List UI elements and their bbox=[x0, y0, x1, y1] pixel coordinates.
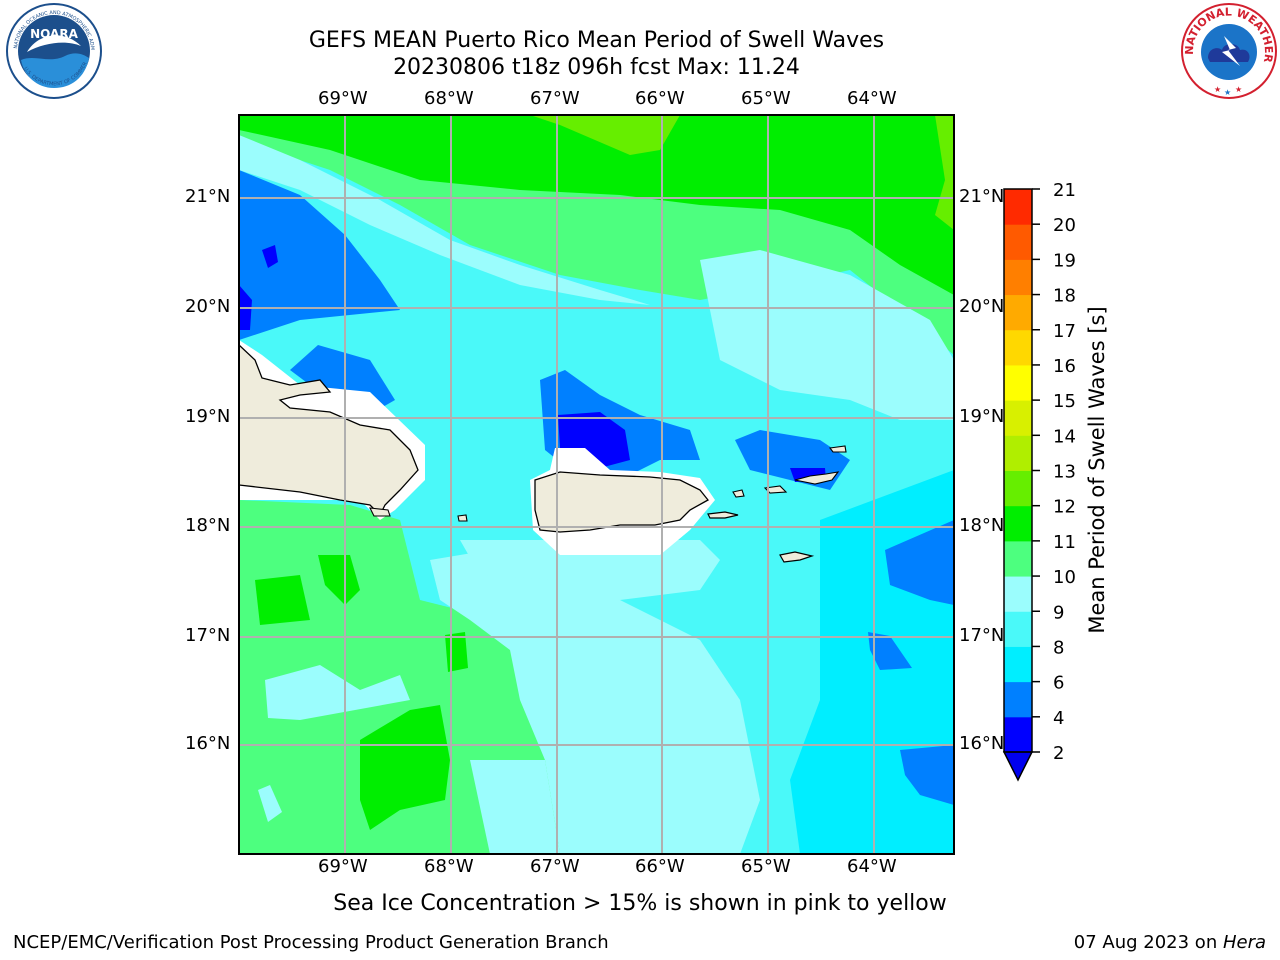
colorbar-bin-4 bbox=[1004, 681, 1032, 718]
colorbar-tick-label-21: 21 bbox=[1053, 180, 1076, 201]
footer-date-text: 07 Aug 2023 on bbox=[1073, 932, 1223, 953]
footer-machine: Hera bbox=[1222, 932, 1266, 953]
lon-label-bottom-64: 64°W bbox=[847, 856, 897, 877]
colorbar-tick-label-18: 18 bbox=[1053, 286, 1076, 307]
lon-label-bottom-69: 69°W bbox=[318, 856, 368, 877]
lat-label-right-19: 19°N bbox=[959, 406, 1005, 427]
sea-ice-note: Sea Ice Concentration > 15% is shown in … bbox=[333, 891, 947, 916]
colorbar-tick-label-8: 8 bbox=[1053, 637, 1064, 658]
lat-label-left-16: 16°N bbox=[185, 733, 231, 754]
colorbar-tick-label-14: 14 bbox=[1053, 426, 1076, 447]
colorbar-tick-label-11: 11 bbox=[1053, 532, 1076, 553]
colorbar-tick-label-13: 13 bbox=[1053, 462, 1076, 483]
colorbar-bin-13 bbox=[1004, 435, 1032, 471]
noaa-logo-text: NOARA bbox=[30, 27, 78, 41]
colorbar-bin-17 bbox=[1004, 294, 1032, 331]
lon-label-bottom-66: 66°W bbox=[635, 856, 685, 877]
lon-label-bottom-65: 65°W bbox=[741, 856, 791, 877]
lat-label-right-18: 18°N bbox=[959, 515, 1005, 536]
chart-title: GEFS MEAN Puerto Rico Mean Period of Swe… bbox=[308, 28, 885, 53]
colorbar-bin-15 bbox=[1004, 364, 1032, 401]
colorbar-bin-14 bbox=[1004, 400, 1032, 436]
colorbar-tick-label-6: 6 bbox=[1053, 673, 1064, 694]
lat-label-left-21: 21°N bbox=[185, 186, 231, 207]
lat-label-left-18: 18°N bbox=[185, 515, 231, 536]
colorbar-tick-label-4: 4 bbox=[1053, 708, 1064, 729]
map-frame bbox=[238, 114, 955, 855]
colorbar-tick-label-19: 19 bbox=[1053, 250, 1076, 271]
colorbar-bin-20 bbox=[1004, 189, 1032, 225]
colorbar-bin-16 bbox=[1004, 329, 1032, 366]
colorbar-tick-label-20: 20 bbox=[1053, 215, 1076, 236]
svg-text:★: ★ bbox=[1235, 85, 1242, 94]
lat-label-right-20: 20°N bbox=[959, 296, 1005, 317]
colorbar: 2 4 6 8 9 10 11 12 13 14 15 16 17 18 19 20 21 bbox=[1002, 180, 1076, 782]
lon-label-bottom-67: 67°W bbox=[530, 856, 580, 877]
footer-branch: NCEP/EMC/Verification Post Processing Pr… bbox=[13, 932, 609, 953]
svg-text:★: ★ bbox=[1214, 85, 1221, 94]
footer-date: 07 Aug 2023 on Hera bbox=[1074, 932, 1266, 953]
colorbar-tick-label-17: 17 bbox=[1053, 321, 1076, 342]
lon-label-top-66: 66°W bbox=[635, 88, 685, 109]
svg-text:★: ★ bbox=[1224, 88, 1231, 97]
colorbar-bin-18 bbox=[1004, 259, 1032, 296]
lon-label-top-67: 67°W bbox=[530, 88, 580, 109]
colorbar-bin-10 bbox=[1004, 540, 1032, 577]
colorbar-bin-19 bbox=[1004, 224, 1032, 260]
colorbar-bin-11 bbox=[1004, 505, 1032, 542]
colorbar-label: Mean Period of Swell Waves [s] bbox=[1085, 306, 1109, 634]
lat-label-left-19: 19°N bbox=[185, 406, 231, 427]
lon-label-top-65: 65°W bbox=[741, 88, 791, 109]
colorbar-bin-12 bbox=[1004, 470, 1032, 507]
colorbar-tick-label-15: 15 bbox=[1053, 391, 1076, 412]
colorbar-bin-6 bbox=[1004, 646, 1032, 683]
colorbar-bin-2 bbox=[1004, 716, 1032, 753]
colorbar-bin-8 bbox=[1004, 611, 1032, 647]
lat-label-left-17: 17°N bbox=[185, 625, 231, 646]
lon-label-top-69: 69°W bbox=[318, 88, 368, 109]
lat-label-right-21: 21°N bbox=[959, 186, 1005, 207]
colorbar-tick-label-10: 10 bbox=[1053, 567, 1076, 588]
lat-label-left-20: 20°N bbox=[185, 296, 231, 317]
colorbar-tick-label-16: 16 bbox=[1053, 356, 1076, 377]
noaa-logo: NOARA NATIONAL OCEANIC AND ATMOSPHERIC A… bbox=[5, 2, 102, 99]
nws-logo: NATIONAL WEATHER SERVICE ★ ★ ★ bbox=[1180, 2, 1277, 99]
lat-label-right-17: 17°N bbox=[959, 625, 1005, 646]
colorbar-bin-9 bbox=[1004, 576, 1032, 612]
colorbar-tick-label-9: 9 bbox=[1053, 602, 1064, 623]
colorbar-tick-label-12: 12 bbox=[1053, 497, 1076, 518]
colorbar-extend-triangle bbox=[1002, 751, 1034, 782]
graticule bbox=[239, 115, 954, 854]
land-areas bbox=[239, 340, 847, 563]
chart-subtitle: 20230806 t18z 096h fcst Max: 11.24 bbox=[393, 55, 800, 80]
colorbar-tick-label-2: 2 bbox=[1053, 743, 1064, 764]
lat-label-right-16: 16°N bbox=[959, 733, 1005, 754]
lon-label-bottom-68: 68°W bbox=[424, 856, 474, 877]
lon-label-top-64: 64°W bbox=[847, 88, 897, 109]
lon-label-top-68: 68°W bbox=[424, 88, 474, 109]
